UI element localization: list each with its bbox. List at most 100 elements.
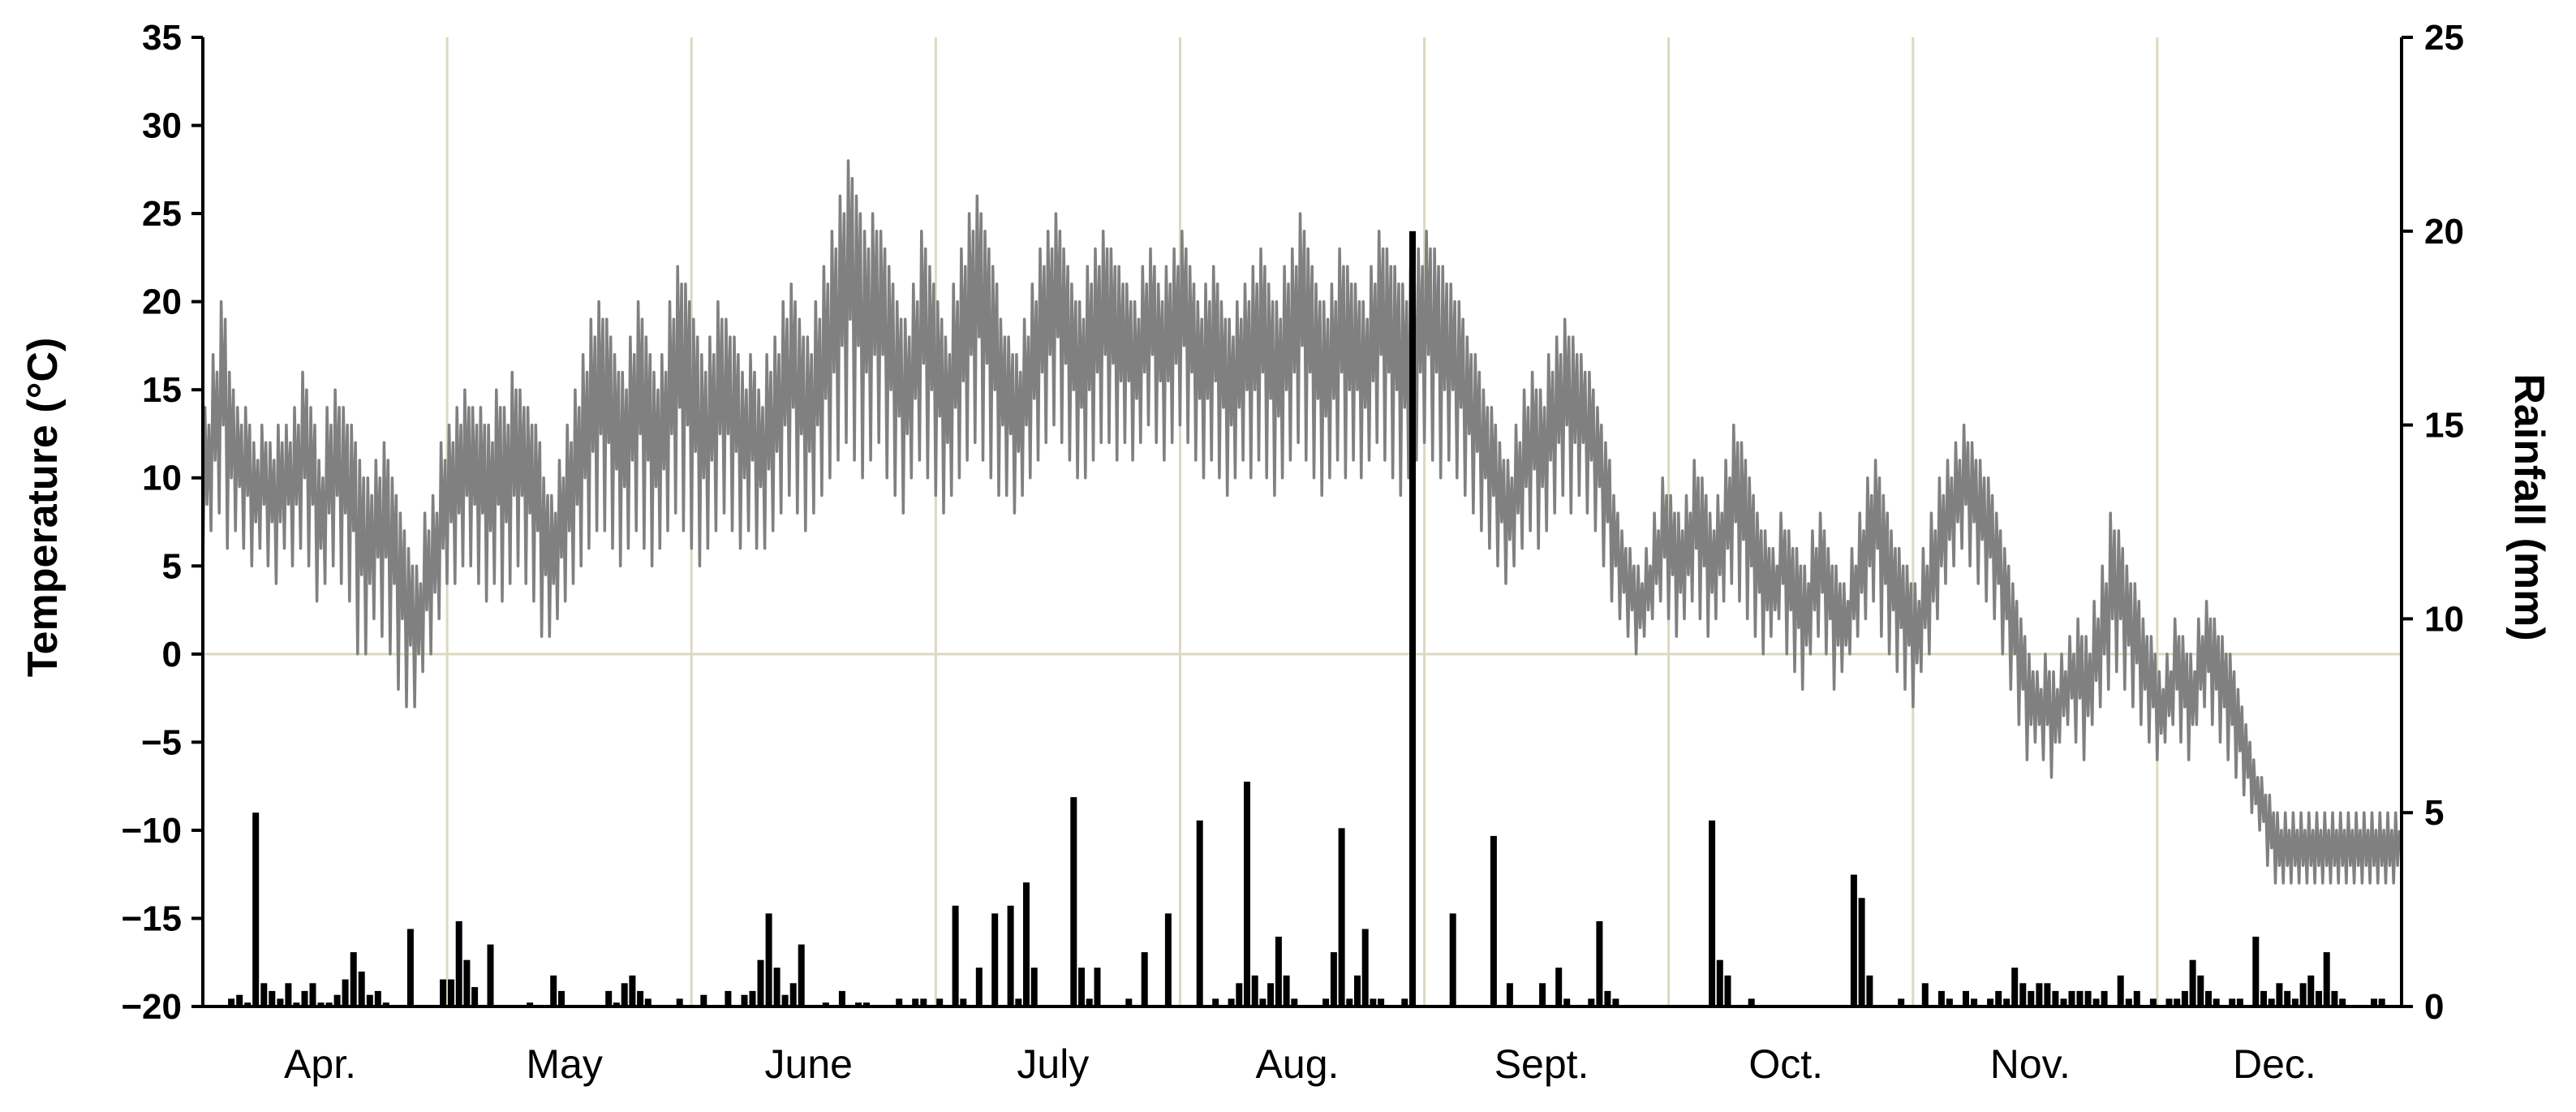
rainfall-bar xyxy=(1251,975,1258,1006)
rainfall-bar xyxy=(936,998,944,1006)
rainfall-bar xyxy=(2189,959,2196,1006)
rainfall-bar xyxy=(2101,990,2108,1006)
rainfall-bar xyxy=(2236,998,2243,1006)
temperature-line xyxy=(201,159,2402,885)
rainfall-bar xyxy=(2205,990,2212,1006)
rainfall-bar xyxy=(1330,952,1337,1006)
rainfall-bar xyxy=(358,972,365,1006)
rainfall-bar xyxy=(463,959,471,1006)
rainfall-bar xyxy=(455,920,462,1006)
rainfall-bar xyxy=(487,944,494,1006)
rainfall-bar xyxy=(1164,913,1172,1006)
left-tick-label: 25 xyxy=(142,194,182,234)
rainfall-bar xyxy=(317,1002,325,1006)
left-axis-title: Temperature (°C) xyxy=(19,338,67,678)
rainfall-bar xyxy=(2307,975,2315,1006)
rainfall-bar xyxy=(1449,913,1456,1006)
rainfall-bar xyxy=(757,959,764,1006)
rainfall-bar xyxy=(1850,874,1857,1006)
left-tick-label: 0 xyxy=(162,635,182,675)
rainfall-bar xyxy=(1212,998,1219,1006)
rainfall-bar xyxy=(260,983,268,1006)
rainfall-bar xyxy=(244,1002,252,1006)
rainfall-bar xyxy=(920,998,927,1006)
rainfall-bar xyxy=(269,990,276,1006)
rainfall-bar xyxy=(2213,998,2220,1006)
month-label: Aug. xyxy=(1256,1041,1340,1087)
rainfall-bar xyxy=(629,975,636,1006)
rainfall-bar xyxy=(773,968,781,1006)
rainfall-bar xyxy=(1086,998,1093,1006)
left-tick-label: 35 xyxy=(142,18,182,58)
left-tick-label: 20 xyxy=(142,282,182,322)
rainfall-bar xyxy=(1338,828,1345,1006)
temperature-series xyxy=(201,159,2402,885)
rainfall-bar xyxy=(1539,983,1546,1006)
rainfall-bar xyxy=(1866,975,1873,1006)
month-label: Apr. xyxy=(284,1041,356,1087)
rainfall-bar xyxy=(2299,983,2307,1006)
rainfall-bar xyxy=(1291,998,1298,1006)
rainfall-bar xyxy=(1963,990,1969,1006)
rainfall-bar xyxy=(2092,998,2100,1006)
rainfall-bar xyxy=(991,913,999,1006)
rainfall-bar xyxy=(676,998,683,1006)
month-label: Oct. xyxy=(1748,1041,1823,1087)
rainfall-bar xyxy=(2117,975,2124,1006)
left-tick-label: 10 xyxy=(142,459,182,498)
rainfall-bar xyxy=(2036,983,2043,1006)
month-label: July xyxy=(1017,1041,1089,1087)
rainfall-series xyxy=(228,231,2385,1006)
rainfall-bar xyxy=(2052,990,2059,1006)
rainfall-bar xyxy=(448,979,454,1006)
rainfall-bar xyxy=(1267,983,1275,1006)
rainfall-bar xyxy=(236,994,243,1006)
rainfall-bar xyxy=(789,983,797,1006)
rainfall-bar xyxy=(1709,820,1716,1006)
rainfall-bar xyxy=(1346,998,1353,1006)
rainfall-bar xyxy=(1748,998,1755,1006)
rainfall-bar xyxy=(1322,998,1330,1006)
rainfall-bar xyxy=(527,1002,534,1006)
left-tick-label: −10 xyxy=(121,811,182,851)
rainfall-bar xyxy=(912,998,919,1006)
rainfall-bar xyxy=(741,994,748,1006)
rainfall-bar xyxy=(749,990,756,1006)
rainfall-bar xyxy=(1946,998,1953,1006)
rainfall-bar xyxy=(2084,990,2092,1006)
month-label: May xyxy=(526,1041,602,1087)
right-tick-label: 5 xyxy=(2424,793,2444,833)
rainfall-bar xyxy=(1612,998,1619,1006)
rainfall-bar xyxy=(2229,998,2236,1006)
rainfall-bar xyxy=(350,952,357,1006)
rainfall-bar xyxy=(342,979,349,1006)
left-tick-label: −15 xyxy=(121,899,182,938)
rainfall-bar xyxy=(1604,990,1611,1006)
rainfall-bar xyxy=(2331,990,2338,1006)
rainfall-bar xyxy=(1716,959,1723,1006)
left-tick-label: −5 xyxy=(141,722,182,762)
rainfall-bar xyxy=(440,979,447,1006)
rainfall-bar xyxy=(1409,231,1416,1006)
rainfall-bar xyxy=(765,913,772,1006)
rainfall-bar xyxy=(1259,998,1266,1006)
rainfall-bar xyxy=(975,968,983,1006)
rainfall-bar xyxy=(863,1002,870,1006)
rainfall-bar xyxy=(637,990,644,1006)
rainfall-bar xyxy=(1236,983,1243,1006)
left-tick-label: −20 xyxy=(121,987,182,1027)
left-axis-ticks: 35 30 25 20 15 10 5 0 −5 −10 −15 −20 xyxy=(121,18,203,1027)
rainfall-bar xyxy=(1378,998,1385,1006)
rainfall-bar xyxy=(2197,975,2204,1006)
rainfall-bar xyxy=(2174,998,2181,1006)
right-tick-label: 20 xyxy=(2424,212,2464,252)
rainfall-bar xyxy=(1563,998,1571,1006)
rainfall-bar xyxy=(1361,929,1369,1006)
month-label: Nov. xyxy=(1990,1041,2071,1087)
rainfall-bar xyxy=(2276,983,2283,1006)
rainfall-bar xyxy=(1588,998,1595,1006)
rainfall-bar xyxy=(2323,952,2330,1006)
left-tick-label: 30 xyxy=(142,106,182,146)
rainfall-bar xyxy=(1196,820,1203,1006)
rainfall-bar xyxy=(2284,990,2291,1006)
